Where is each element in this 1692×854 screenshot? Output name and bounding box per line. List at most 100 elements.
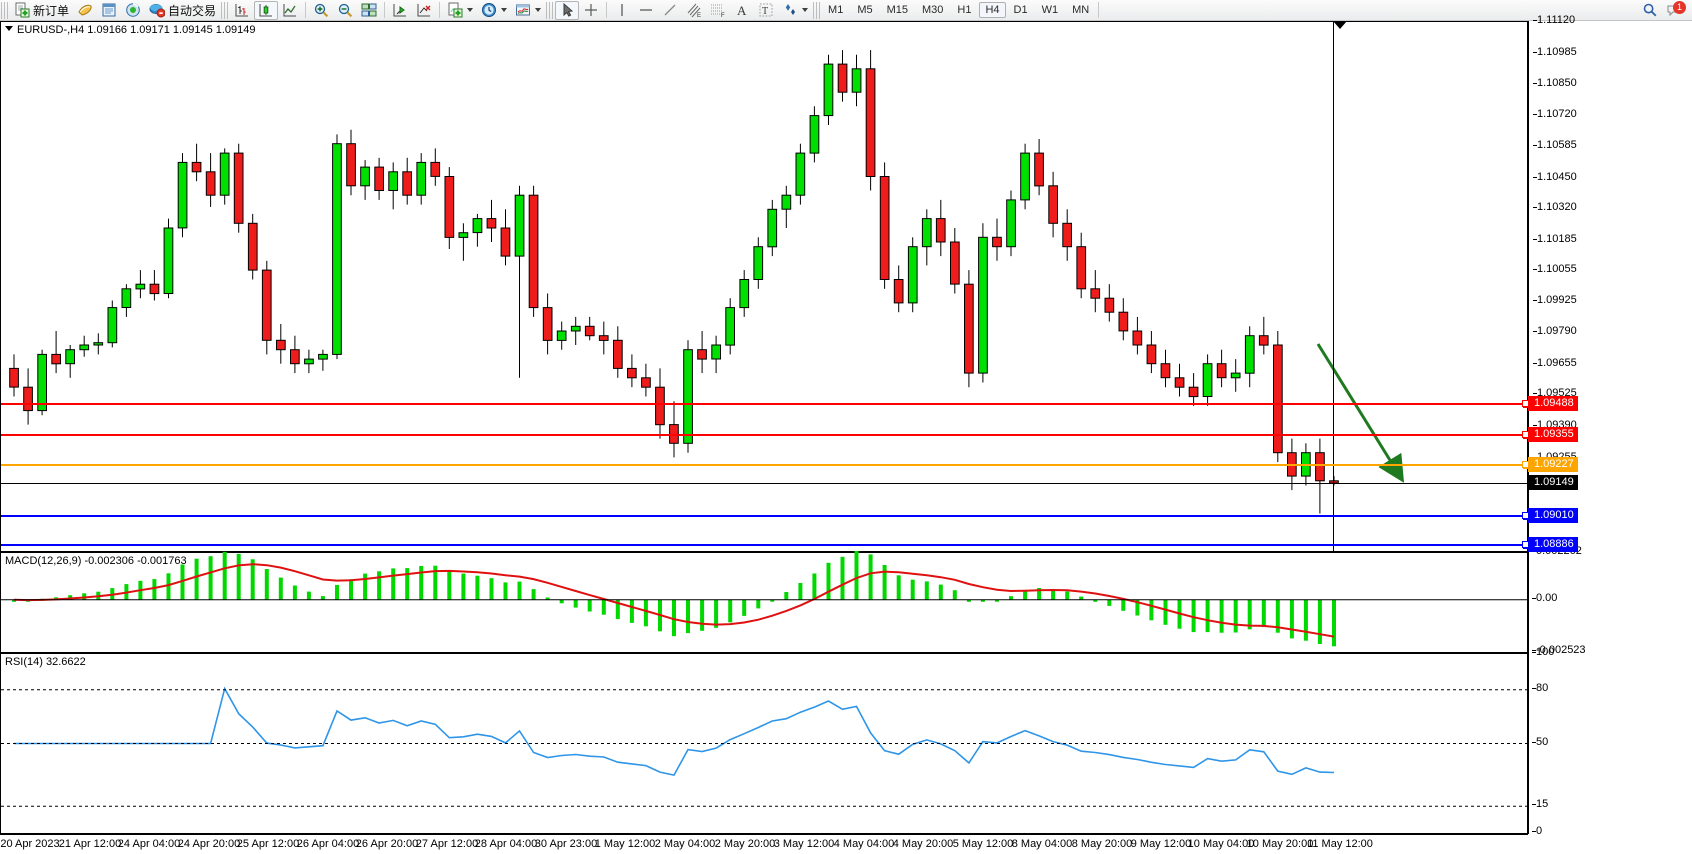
new-chart-button[interactable] [443, 1, 477, 20]
timeframe-d1[interactable]: D1 [1013, 4, 1028, 16]
cursor-button[interactable] [555, 0, 580, 20]
rsi-tick: 0 [1532, 825, 1542, 837]
search-button[interactable] [1638, 1, 1662, 20]
line-sell-limit-1[interactable] [1, 401, 1530, 408]
time-tick: 2 May 04:00 [654, 838, 716, 850]
label-icon: T [758, 2, 774, 18]
toolbar-grip-2[interactable] [221, 1, 229, 19]
time-tick: 4 May 04:00 [833, 838, 895, 850]
rsi-tick: 100 [1532, 646, 1554, 658]
line-sell-limit-2[interactable] [1, 432, 1530, 440]
zoom-out-icon [337, 2, 353, 18]
tile-windows-button[interactable] [357, 1, 381, 20]
new-chart-dropdown-caret[interactable] [467, 8, 474, 12]
rsi-tick: 50 [1532, 736, 1548, 748]
auto-trading-button[interactable]: 自动交易 [145, 1, 220, 20]
time-tick: 20 Apr 2023 [0, 838, 60, 850]
trendline-button[interactable] [658, 1, 682, 20]
price-tick: 1.10850 [1533, 77, 1577, 89]
time-tick: 3 May 12:00 [773, 838, 835, 850]
timeframe-m1[interactable]: M1 [828, 4, 844, 16]
crosshair-button[interactable] [579, 1, 603, 20]
indicators-button[interactable] [511, 1, 545, 20]
label-button[interactable]: T [754, 1, 778, 20]
price-label-sell-limit-2[interactable]: 1.09355 [1522, 427, 1578, 443]
current-bar-vline [1333, 22, 1334, 551]
period-dropdown-caret[interactable] [501, 8, 508, 12]
trend-arrow-annotation[interactable] [1, 22, 1527, 551]
chart-area[interactable]: EURUSD-,H4 1.09166 1.09171 1.09145 1.091… [0, 14, 1692, 854]
navigator-button[interactable] [121, 1, 145, 20]
line-take-profit-2[interactable] [1, 541, 1530, 549]
timeframe-m30[interactable]: M30 [922, 4, 944, 16]
period-button[interactable] [477, 1, 511, 20]
main-price-pane[interactable]: EURUSD-,H4 1.09166 1.09171 1.09145 1.091… [0, 21, 1530, 552]
time-tick: 1 May 12:00 [594, 838, 656, 850]
toolbar-grip-4[interactable] [813, 1, 821, 19]
price-label-take-profit-1[interactable]: 1.09010 [1522, 507, 1578, 523]
chart-menu-triangle-icon[interactable] [5, 26, 13, 31]
shapes-dropdown-caret[interactable] [802, 8, 809, 12]
shapes-button[interactable] [778, 1, 812, 20]
timeframe-h1[interactable]: H1 [957, 4, 972, 16]
template-icon [77, 2, 93, 18]
price-tick: 1.11120 [1533, 14, 1575, 26]
price-label-sell-limit-1[interactable]: 1.09488 [1522, 396, 1578, 411]
svg-text:E: E [697, 13, 701, 18]
bar-chart-button[interactable] [230, 1, 254, 20]
fibonacci-button[interactable]: F [706, 1, 730, 20]
line-chart-button[interactable] [278, 1, 302, 20]
tile-windows-icon [361, 2, 377, 18]
timeframe-m5[interactable]: M5 [857, 4, 873, 16]
zoom-out-button[interactable] [333, 1, 357, 20]
price-label-current-bid[interactable]: 1.09149 [1528, 475, 1578, 491]
equidistant-channel-button[interactable]: E [682, 1, 706, 20]
auto-trading-icon [149, 2, 166, 18]
data-window-button[interactable] [97, 1, 121, 20]
bar-chart-icon [234, 2, 250, 18]
price-label-entry-line[interactable]: 1.09227 [1522, 457, 1578, 473]
template-button[interactable] [73, 1, 97, 20]
macd-pane[interactable]: MACD(12,26,9) -0.002306 -0.001763 [0, 550, 1528, 653]
rsi-pane[interactable]: RSI(14) 32.6622 [0, 653, 1528, 834]
price-label-take-profit-2[interactable]: 1.08886 [1522, 536, 1578, 552]
indicators-dropdown-caret[interactable] [535, 8, 542, 12]
main-toolbar: 新订单 [0, 0, 1692, 21]
text-button[interactable]: A [730, 1, 754, 20]
vertical-line-button[interactable] [610, 1, 634, 20]
time-tick: 26 Apr 04:00 [296, 838, 360, 850]
text-icon: A [734, 2, 750, 18]
time-scale[interactable]: 20 Apr 2023 21 Apr 12:00 24 Apr 04:00 24 Ap… [0, 834, 1692, 854]
line-current-bid[interactable] [1, 483, 1527, 485]
line-take-profit-1[interactable] [1, 512, 1530, 520]
timeframe-m15[interactable]: M15 [886, 4, 908, 16]
price-scale[interactable]: 1.11120 1.10985 1.10850 1.10720 1.10585 1.104… [1522, 14, 1692, 834]
timeframe-mn[interactable]: MN [1072, 4, 1090, 16]
timeframe-h4[interactable]: H4 [979, 2, 1006, 18]
chart-shift-icon [392, 2, 408, 18]
price-tick: 1.10985 [1533, 46, 1577, 58]
toolbar-separator-5 [1098, 2, 1100, 18]
zoom-in-button[interactable] [309, 1, 333, 20]
new-order-label: 新订单 [33, 3, 70, 18]
price-tick: 1.10720 [1533, 108, 1577, 120]
candlestick-icon [258, 2, 274, 18]
chart-scroll-marker-icon[interactable] [1333, 21, 1347, 29]
notification-button[interactable]: 1 [1662, 0, 1686, 20]
candlestick-chart-button[interactable] [254, 0, 279, 20]
new-order-button[interactable]: 新订单 [10, 1, 73, 20]
time-tick: 25 Apr 12:00 [236, 838, 300, 850]
search-icon [1642, 2, 1658, 18]
timeframe-w1[interactable]: W1 [1041, 4, 1059, 16]
indicators-icon [515, 2, 531, 18]
fibonacci-icon: F [710, 2, 726, 19]
price-tick: 1.10320 [1533, 201, 1577, 213]
horizontal-line-button[interactable] [634, 1, 658, 20]
line-entry-line[interactable] [1, 462, 1530, 470]
chart-shift-button[interactable] [388, 1, 412, 20]
toolbar-grip[interactable] [1, 1, 8, 19]
cursor-icon [559, 2, 575, 18]
toolbar-grip-3[interactable] [546, 1, 554, 19]
auto-scroll-button[interactable] [412, 1, 436, 20]
equidistant-icon: E [686, 2, 702, 19]
